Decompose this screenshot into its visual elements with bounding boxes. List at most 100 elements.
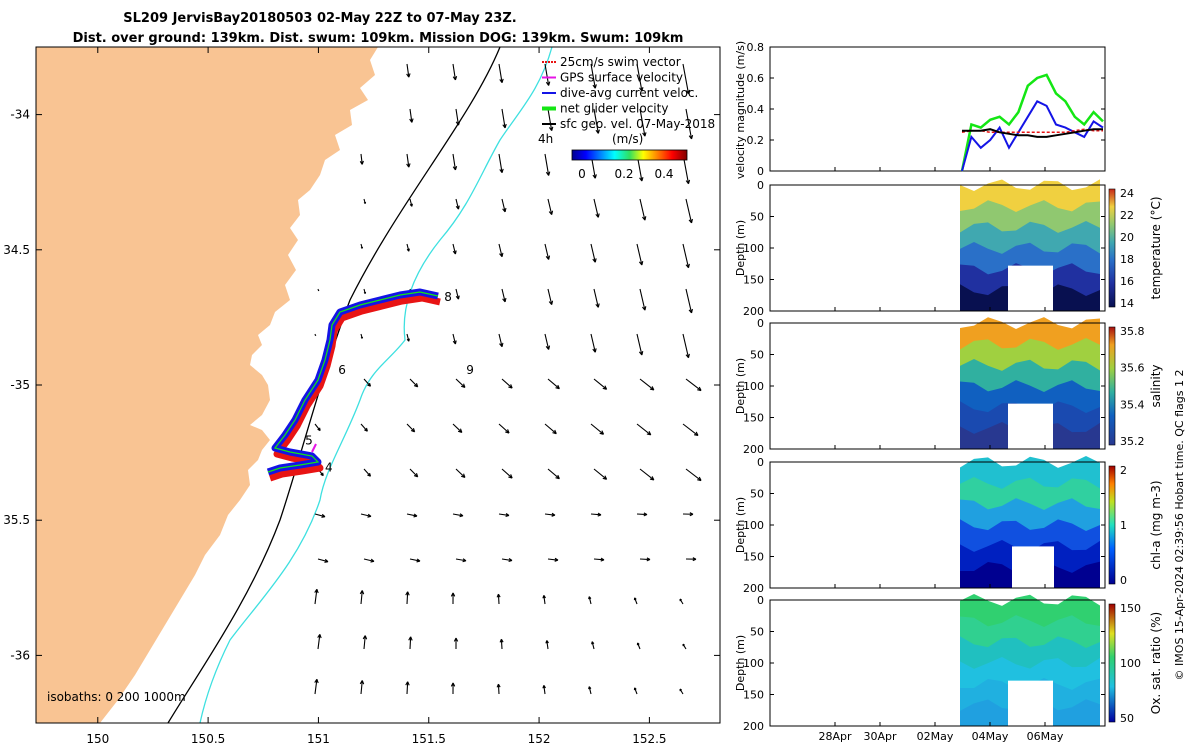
- section-panel-0: 0 50 100 150 200 Depth (m) 24 22 20 18 16 14 tempera…: [734, 179, 1163, 318]
- section-no-data-gap: [1008, 403, 1053, 451]
- section-ytick-label: 150: [743, 689, 764, 702]
- current-arrow: [682, 63, 691, 95]
- current-arrow: [406, 513, 418, 518]
- map-panel: 45 6 8 9 150 150.5 151 151.5 152 152.5 -34 34.5 -35…: [3, 46, 721, 746]
- current-arrow: [501, 288, 507, 303]
- section-panel-1: 0 50 100 150 200 Depth (m) 35.8 35.6 35.4 35.2 sal…: [734, 317, 1163, 456]
- current-arrow: [452, 333, 457, 345]
- current-arrow: [498, 153, 504, 174]
- current-arrow: [682, 512, 694, 517]
- current-arrow: [359, 680, 365, 695]
- section-ytick-label: 0: [757, 317, 764, 330]
- colorbar-tick-label: 0: [1120, 574, 1127, 587]
- current-arrow: [636, 423, 652, 436]
- current-arrow: [452, 513, 464, 518]
- current-arrow: [450, 682, 456, 695]
- section-colorbar: [1108, 188, 1116, 308]
- current-arrow: [542, 595, 546, 605]
- current-arrow: [593, 378, 608, 390]
- isobaths-label: isobaths: 0 200 1000m: [47, 690, 186, 704]
- current-arrow: [499, 638, 504, 650]
- current-arrow: [636, 333, 644, 356]
- current-arrow: [455, 378, 466, 389]
- map-xtick-label: 152: [528, 732, 551, 746]
- current-arrow: [317, 633, 322, 650]
- colorbar-tick-0: 0: [578, 167, 586, 181]
- colorbar-tick-label: 20: [1120, 231, 1134, 244]
- current-arrow: [544, 512, 556, 517]
- current-arrow: [591, 641, 595, 650]
- current-arrow: [498, 63, 504, 84]
- current-arrow: [360, 513, 372, 518]
- legend-entry: GPS surface velocity: [560, 71, 683, 85]
- current-arrow: [590, 333, 597, 353]
- velocity-ytick-label: 0: [757, 165, 764, 178]
- current-arrow: [633, 687, 638, 695]
- section-no-data-gap: [1008, 265, 1053, 313]
- section-ytick-label: 200: [743, 443, 764, 456]
- velocity-ytick-label: 0.2: [747, 134, 765, 147]
- map-xtick-label: 151.5: [412, 732, 446, 746]
- map-ytick-label: -36: [10, 648, 30, 662]
- current-arrow: [317, 288, 320, 292]
- current-arrow: [685, 198, 693, 224]
- section-ytick-label: 50: [750, 626, 764, 639]
- current-arrow: [544, 63, 551, 86]
- current-arrow: [360, 333, 364, 339]
- current-arrow: [636, 512, 648, 517]
- current-arrow: [314, 513, 326, 518]
- current-arrow: [314, 333, 317, 337]
- section-ytick-label: 150: [743, 551, 764, 564]
- colorbar-tick-label: 35.2: [1120, 435, 1145, 448]
- current-arrow: [405, 681, 410, 695]
- section-ylabel: Depth (m): [734, 635, 747, 691]
- current-arrow: [409, 558, 421, 563]
- current-arrow: [406, 333, 410, 342]
- current-arrow: [547, 378, 560, 390]
- section-ytick-label: 150: [743, 274, 764, 287]
- current-arrow: [501, 558, 513, 563]
- section-no-data-gap: [1008, 680, 1053, 728]
- current-arrow: [360, 423, 368, 432]
- current-arrow: [406, 63, 411, 78]
- current-arrow: [452, 423, 463, 433]
- map-ytick-label: 35.5: [3, 513, 30, 527]
- velocity-series-line: [961, 128, 1103, 134]
- current-arrow: [590, 243, 597, 263]
- current-arrow: [685, 108, 694, 140]
- section-ytick-label: 100: [743, 242, 764, 255]
- track-day-label: 5: [305, 433, 313, 447]
- current-arrow: [639, 108, 647, 137]
- map-legend: 25cm/s swim vector GPS surface velocitydi…: [538, 55, 715, 181]
- current-arrow: [452, 153, 458, 171]
- current-arrow: [363, 198, 367, 204]
- section-panel-2: 0 50 100 150 200 Depth (m) 2 1 0 chl-a (mg m-3): [734, 456, 1163, 595]
- section-ylabel: Depth (m): [734, 358, 747, 414]
- current-arrow: [496, 593, 501, 605]
- current-arrow: [682, 643, 687, 650]
- current-arrow: [405, 591, 410, 605]
- section-colorbar-label: salinity: [1149, 364, 1163, 407]
- current-arrow: [542, 685, 546, 695]
- colorbar-tick-label: 35.6: [1120, 362, 1145, 375]
- velocity-series-line: [961, 100, 1104, 172]
- current-arrow: [363, 288, 367, 294]
- current-arrow: [314, 678, 319, 695]
- current-arrow: [590, 512, 602, 517]
- current-arrow: [360, 243, 364, 249]
- current-arrow: [409, 108, 414, 123]
- current-arrow: [363, 468, 372, 477]
- current-arrow: [547, 557, 559, 562]
- section-ytick-label: 0: [757, 179, 764, 192]
- track-swim-vectors: [268, 294, 441, 482]
- current-arrow: [685, 468, 702, 482]
- current-arrow: [593, 108, 600, 134]
- current-arrow: [455, 198, 460, 210]
- colorbar-tick-label: 16: [1120, 275, 1134, 288]
- track-day-label: 8: [444, 290, 452, 304]
- current-arrow: [409, 378, 419, 388]
- section-ytick-label: 100: [743, 519, 764, 532]
- velocity-axes-frame: [769, 46, 1106, 172]
